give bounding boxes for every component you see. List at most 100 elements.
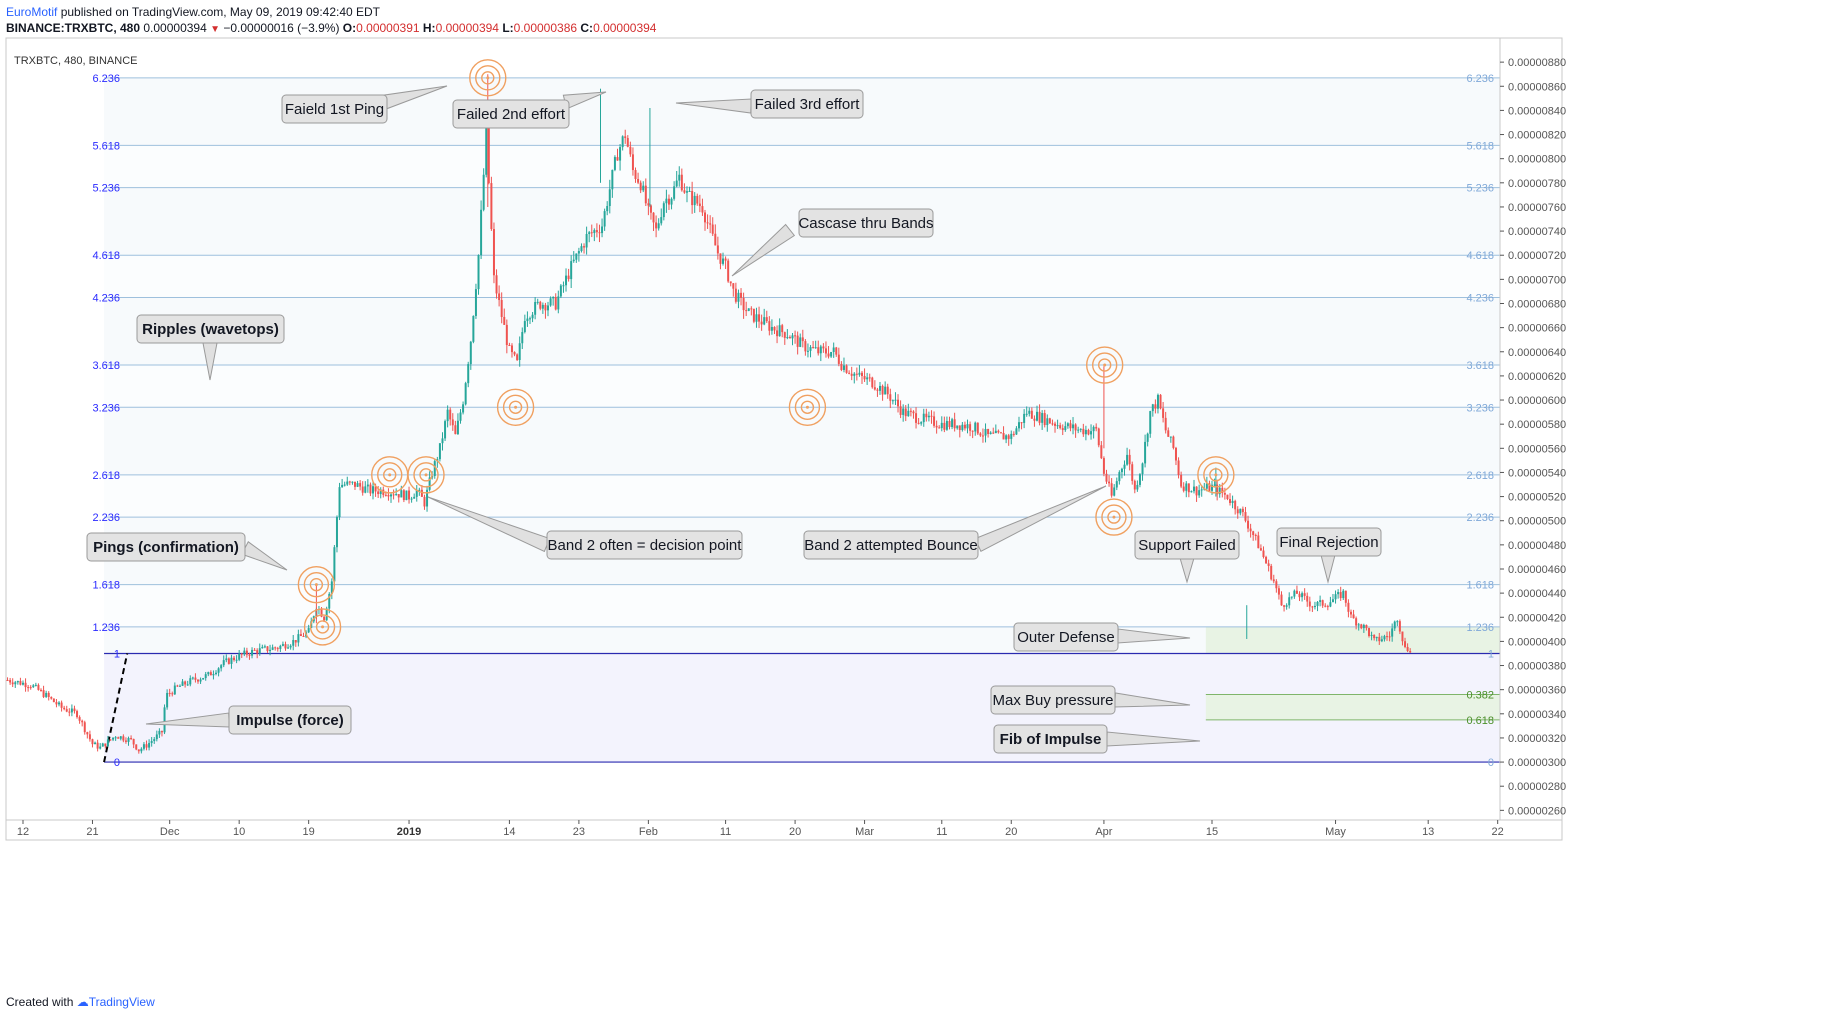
price-tick-label: 0.00000580	[1508, 419, 1566, 431]
candle-body	[1313, 605, 1316, 608]
candle-body	[1404, 641, 1407, 647]
candle-body	[1380, 639, 1383, 642]
price-tick-label: 0.00000860	[1508, 81, 1566, 93]
candle-body	[963, 424, 966, 429]
candle-body	[1198, 490, 1201, 496]
candle-body	[302, 635, 305, 637]
candle-body	[243, 650, 246, 655]
candle-body	[490, 183, 493, 230]
candle-body	[410, 498, 413, 500]
outer-defense-zone	[1205, 626, 1500, 654]
candle-body	[732, 283, 735, 289]
author-link[interactable]: EuroMotif	[6, 5, 58, 19]
ring-circle	[297, 565, 336, 604]
candle-body	[124, 740, 127, 742]
candle-body	[1293, 590, 1296, 597]
price-tick-label: 0.00000620	[1508, 371, 1566, 383]
candle-body	[1352, 614, 1355, 619]
candle-body	[758, 314, 761, 322]
candle-body	[498, 293, 501, 301]
down-arrow-icon: ▼	[210, 24, 221, 35]
candle-body	[1262, 550, 1265, 557]
candle-body	[577, 251, 580, 254]
callout-label: Impulse (force)	[236, 712, 344, 729]
ring-center	[514, 405, 518, 409]
high-value: 0.00000394	[435, 21, 499, 35]
candle-body	[999, 432, 1002, 434]
fib-zone	[104, 365, 1501, 408]
candle-body	[83, 722, 86, 733]
candle-body	[433, 461, 436, 476]
candle-body	[168, 692, 171, 694]
ring-circle	[1209, 468, 1223, 482]
candle-body	[966, 424, 969, 429]
candle-body	[917, 422, 920, 424]
time-tick-label: 15	[1206, 826, 1218, 838]
candle-body	[1388, 636, 1391, 638]
candle-body	[1025, 413, 1028, 415]
candle-body	[176, 685, 179, 687]
candle-body	[863, 376, 866, 380]
candle-body	[670, 198, 673, 205]
fib-label-right: 3.618	[1466, 360, 1494, 372]
candle-body	[397, 494, 400, 498]
ring-circle	[1085, 346, 1124, 384]
callout: Band 2 often = decision point	[427, 496, 743, 560]
candle-body	[276, 648, 279, 650]
candle-body	[1174, 447, 1177, 461]
candle-body	[619, 147, 622, 161]
candle-body	[423, 496, 426, 507]
candle-body	[472, 315, 475, 342]
price-tick-label: 0.00000600	[1508, 395, 1566, 407]
symbol-label: BINANCE:TRXBTC, 480	[6, 21, 141, 35]
candle-body	[1090, 431, 1093, 435]
candle-body	[1283, 605, 1286, 607]
time-tick-label: 20	[789, 826, 801, 838]
high-label: H:	[422, 21, 436, 35]
candle-body	[1146, 433, 1149, 442]
ring-circle	[469, 59, 507, 97]
candle-body	[804, 341, 807, 352]
candle-body	[189, 678, 192, 685]
ring-circle	[413, 462, 439, 488]
candle-body	[1051, 423, 1054, 425]
candle-body	[1074, 424, 1077, 431]
candle-body	[1156, 394, 1159, 409]
candle-body	[508, 345, 511, 347]
callout-box	[990, 685, 1116, 715]
candle-body	[392, 494, 395, 496]
target-rings	[303, 608, 342, 646]
candle-body	[209, 672, 212, 676]
candle-body	[207, 672, 210, 675]
fib-label-right: 3.236	[1466, 402, 1494, 414]
candle-body	[1182, 486, 1185, 491]
candle-body	[953, 419, 956, 429]
low-label: L:	[502, 21, 514, 35]
candle-body	[76, 711, 79, 718]
candle-body	[773, 326, 776, 331]
candle-body	[263, 646, 266, 648]
tradingview-link[interactable]: TradingView	[88, 995, 155, 1009]
candle-body	[698, 203, 701, 207]
ring-circle	[508, 400, 523, 414]
ring-circle	[377, 462, 403, 488]
callout: Support Failed	[1134, 530, 1240, 584]
candle-body	[667, 198, 670, 205]
candle-body	[477, 255, 480, 290]
callout-box	[1276, 527, 1382, 557]
callout-label: Band 2 attempted Bounce	[804, 537, 977, 554]
candle-body	[920, 422, 923, 424]
candle-body	[927, 415, 930, 418]
candle-body	[449, 409, 452, 420]
candle-body	[1159, 394, 1162, 409]
price-tick-label: 0.00000660	[1508, 323, 1566, 335]
candle-body	[359, 483, 362, 487]
candle-body	[444, 421, 447, 439]
candle-body	[395, 494, 398, 496]
fib-sub-label: 0.382	[1466, 689, 1494, 701]
candle-body	[930, 415, 933, 417]
candle-body	[876, 389, 879, 391]
candle-body	[114, 737, 117, 739]
candle-body	[593, 230, 596, 234]
